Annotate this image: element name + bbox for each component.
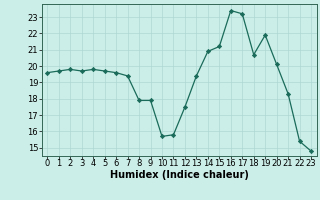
X-axis label: Humidex (Indice chaleur): Humidex (Indice chaleur) [110,170,249,180]
